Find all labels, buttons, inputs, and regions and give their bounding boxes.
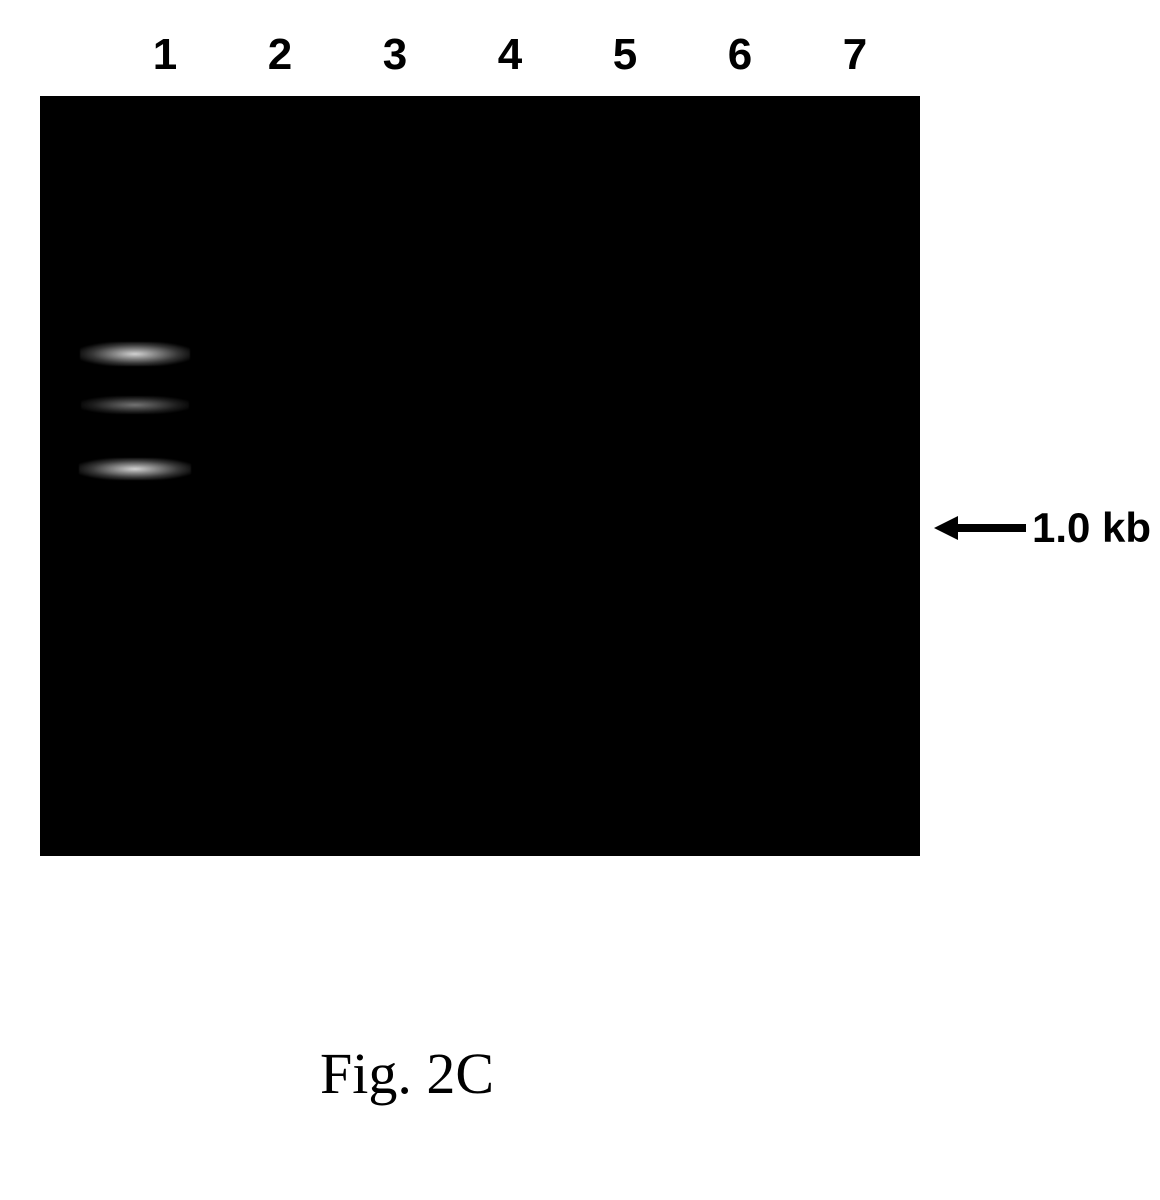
lane-labels: 1 2 3 4 5 6 7 xyxy=(70,30,1120,90)
lane-label-5: 5 xyxy=(613,30,637,80)
lane-label-7: 7 xyxy=(843,30,867,80)
size-marker-label: 1.0 kb xyxy=(1032,504,1151,552)
lane-label-4: 4 xyxy=(498,30,522,80)
figure-caption: Fig. 2C xyxy=(320,1040,494,1107)
gel-band xyxy=(79,458,191,480)
size-marker: 1.0 kb xyxy=(932,504,1151,552)
gel-image xyxy=(40,96,920,856)
figure: 1 2 3 4 5 6 7 1.0 kb Fig. 2C xyxy=(40,30,1120,856)
lane-label-6: 6 xyxy=(728,30,752,80)
lane-label-3: 3 xyxy=(383,30,407,80)
gel-band xyxy=(80,342,190,366)
gel-band xyxy=(81,396,189,414)
arrow-left-icon xyxy=(932,511,1028,545)
lane-label-2: 2 xyxy=(268,30,292,80)
lane-label-1: 1 xyxy=(153,30,177,80)
